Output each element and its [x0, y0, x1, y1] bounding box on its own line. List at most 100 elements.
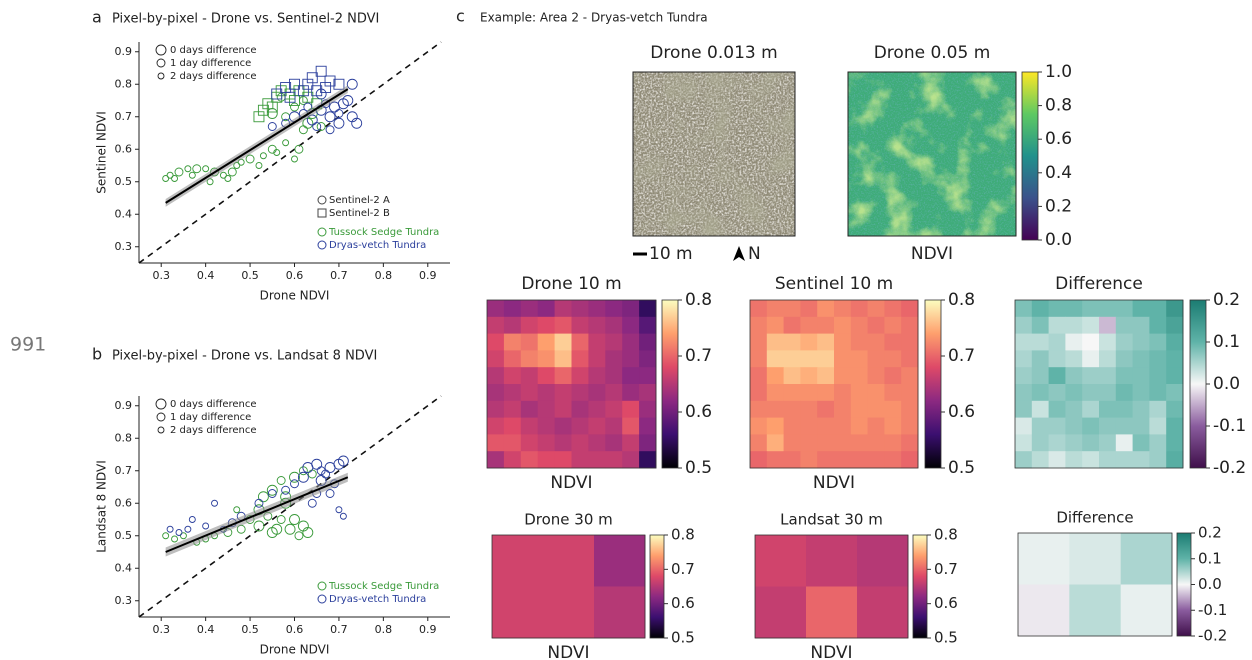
heatmap-cell	[750, 401, 767, 418]
heatmap-cell	[572, 367, 589, 384]
heatmap-cell	[750, 334, 767, 351]
heatmap-cell	[639, 317, 656, 334]
point	[277, 93, 285, 101]
heatmap-cell	[622, 384, 639, 401]
heatmap-cell	[588, 350, 605, 367]
heatmap-cell	[1049, 384, 1066, 401]
x-tick-label: 0.3	[152, 623, 170, 636]
legend-label: 0 days difference	[170, 399, 257, 410]
heatmap-cell	[1149, 317, 1166, 334]
heatmap-cell	[901, 401, 918, 418]
heatmap-cell	[817, 384, 834, 401]
legend-label: 0 days difference	[170, 45, 257, 56]
image-title: Drone 0.013 m	[650, 43, 777, 63]
heatmap-cell	[1065, 434, 1082, 451]
point	[308, 470, 316, 478]
heatmap-cell	[800, 350, 817, 367]
heatmap-cell	[1149, 384, 1166, 401]
heatmap-cell	[504, 334, 521, 351]
heatmap-cell	[521, 300, 538, 317]
heatmap-cell	[868, 300, 885, 317]
heatmap-cell	[1149, 451, 1166, 468]
colorbar-tick-label: 0.5	[685, 458, 712, 478]
colorbar-tick-label: 0.0	[1198, 575, 1222, 593]
point	[203, 166, 209, 172]
heatmap-cell	[1121, 585, 1173, 637]
heatmap-cell	[538, 434, 555, 451]
heatmap-cell	[1133, 451, 1150, 468]
body: 991 c Example: Area 2 - Dryas-vetch Tund…	[0, 0, 1252, 660]
heatmap-cell	[851, 434, 868, 451]
figure: 991 c Example: Area 2 - Dryas-vetch Tund…	[0, 0, 1252, 660]
y-axis-title: Sentinel NDVI	[95, 111, 109, 194]
heatmap-cell	[1015, 300, 1032, 317]
colorbar-tick-label: 0.6	[934, 594, 958, 612]
photo-texture	[633, 72, 795, 236]
legend-label: Sentinel-2 B	[329, 208, 390, 219]
heatmap-cell	[1166, 451, 1183, 468]
heatmap-cell	[1032, 418, 1049, 435]
point	[291, 480, 299, 488]
heatmap-cell	[784, 401, 801, 418]
point	[326, 490, 334, 498]
heatmap-cell	[1082, 334, 1099, 351]
heatmap-cell	[605, 418, 622, 435]
heatmap-cell	[504, 300, 521, 317]
north-arrow	[733, 246, 745, 261]
heatmap-cell	[868, 367, 885, 384]
x-tick-label: 0.4	[197, 269, 215, 282]
heatmap-cell	[750, 418, 767, 435]
point	[189, 172, 195, 178]
heatmap-cell	[588, 300, 605, 317]
heatmap-cell	[800, 451, 817, 468]
colorbar-tick-label: 0.6	[948, 402, 975, 422]
heatmap-cell	[639, 367, 656, 384]
colorbar-tick-label: -0.2	[1213, 458, 1246, 478]
heatmap-cell	[767, 418, 784, 435]
point	[175, 168, 183, 176]
heatmap-cell	[1032, 434, 1049, 451]
heatmap-cell	[1116, 384, 1133, 401]
heatmap-cell	[504, 451, 521, 468]
heatmap-cell	[555, 451, 572, 468]
heatmap-cell	[767, 367, 784, 384]
heatmap-cell	[1116, 350, 1133, 367]
heatmap-cell	[1069, 533, 1121, 585]
margin-number: 991	[10, 334, 46, 356]
legend-marker	[318, 241, 326, 249]
point	[291, 103, 299, 111]
heatmap-cell	[834, 451, 851, 468]
colorbar	[1190, 300, 1206, 468]
heatmap-cell	[1082, 401, 1099, 418]
heatmap-cell	[521, 451, 538, 468]
heatmap-xlabel: NDVI	[813, 473, 855, 493]
heatmap-cell	[555, 384, 572, 401]
point	[338, 456, 348, 466]
legend-label: Tussock Sedge Tundra	[328, 581, 439, 592]
point	[268, 123, 276, 131]
heatmap-cell	[1133, 334, 1150, 351]
heatmap-cell	[1099, 401, 1116, 418]
heatmap-cell	[538, 300, 555, 317]
heatmap-cell	[834, 300, 851, 317]
heatmap-cell	[884, 451, 901, 468]
heatmap-cell	[817, 451, 834, 468]
heatmap-cell	[622, 350, 639, 367]
heatmap-cell	[750, 434, 767, 451]
legend-marker	[318, 595, 326, 603]
x-tick-label: 0.8	[375, 269, 393, 282]
heatmap-cell	[851, 300, 868, 317]
heatmap-cell	[800, 434, 817, 451]
x-tick-label: 0.7	[330, 623, 348, 636]
legend-marker	[318, 582, 326, 590]
heatmap-cell	[901, 367, 918, 384]
heatmap-cell	[605, 401, 622, 418]
colorbar-tick-label: 0.2	[1213, 290, 1240, 310]
heatmap-cell	[1032, 334, 1049, 351]
heatmap-cell	[834, 384, 851, 401]
heatmap-cell	[639, 300, 656, 317]
heatmap-cell	[750, 350, 767, 367]
colorbar-tick-label: 0.8	[948, 290, 975, 310]
heatmap-cell	[1166, 350, 1183, 367]
heatmap-cell	[622, 401, 639, 418]
